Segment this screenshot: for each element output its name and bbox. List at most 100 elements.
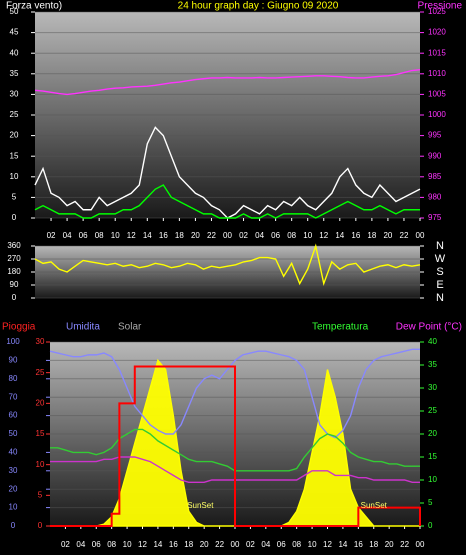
series-line bbox=[49, 348, 420, 439]
x-tick-label: 22 bbox=[207, 231, 216, 240]
y-tick-label: 270 bbox=[7, 254, 21, 263]
y-tick-label: 20 bbox=[10, 131, 19, 140]
y2-tick-label: 1015 bbox=[428, 48, 446, 57]
y2-tick-label: 30 bbox=[36, 337, 45, 346]
y2-tick-label: 25 bbox=[36, 368, 45, 377]
series-line bbox=[34, 68, 421, 96]
y-tick-label: 45 bbox=[10, 28, 19, 37]
y3-tick-label: 0 bbox=[428, 521, 433, 530]
x-tick-label: 00 bbox=[416, 540, 425, 549]
y-tick-label: 15 bbox=[10, 151, 19, 160]
y-tick-label: 0 bbox=[11, 521, 16, 530]
series-label: Dew Point (°C) bbox=[396, 322, 462, 333]
y3-tick-label: 30 bbox=[428, 383, 437, 392]
x-tick-label: 10 bbox=[308, 540, 317, 549]
y-tick-label: 35 bbox=[10, 69, 19, 78]
x-tick-label: 00 bbox=[231, 540, 240, 549]
y-tick-label: 50 bbox=[9, 429, 18, 438]
series-line bbox=[34, 184, 420, 219]
x-tick-label: 06 bbox=[92, 540, 101, 549]
series-label: Solar bbox=[118, 322, 142, 333]
x-tick-label: 06 bbox=[271, 231, 280, 240]
y2-tick-label: 985 bbox=[428, 172, 442, 181]
x-tick-label: 18 bbox=[369, 540, 378, 549]
y3-tick-label: 35 bbox=[428, 360, 437, 369]
y-tick-label: 40 bbox=[10, 48, 19, 57]
y2-tick-label: N bbox=[436, 240, 444, 252]
y-tick-label: 90 bbox=[9, 356, 18, 365]
y-tick-label: 90 bbox=[10, 280, 19, 289]
y2-tick-label: 1020 bbox=[428, 28, 446, 37]
y2-tick-label: 980 bbox=[428, 193, 442, 202]
series-line bbox=[34, 243, 421, 287]
x-tick-label: 12 bbox=[127, 231, 136, 240]
y-axis-label: Pioggia bbox=[2, 322, 36, 333]
y3-tick-label: 40 bbox=[428, 337, 437, 346]
x-tick-label: 00 bbox=[416, 231, 425, 240]
y2-tick-label: S bbox=[436, 266, 443, 278]
y2-tick-label: N bbox=[436, 292, 444, 304]
y-tick-label: 180 bbox=[7, 267, 21, 276]
chart-title: 24 hour graph day : Giugno 09 2020 bbox=[178, 1, 339, 12]
annotation: SunSet bbox=[361, 501, 388, 510]
x-tick-label: 02 bbox=[61, 540, 70, 549]
y3-tick-label: 10 bbox=[428, 475, 437, 484]
y2-tick-label: 15 bbox=[36, 429, 45, 438]
x-tick-label: 22 bbox=[215, 540, 224, 549]
x-tick-label: 22 bbox=[400, 540, 409, 549]
y2-tick-label: 975 bbox=[428, 213, 442, 222]
y2-tick-label: W bbox=[435, 253, 446, 265]
x-tick-label: 18 bbox=[184, 540, 193, 549]
x-tick-label: 14 bbox=[338, 540, 347, 549]
x-tick-label: 04 bbox=[255, 231, 264, 240]
x-tick-label: 02 bbox=[239, 231, 248, 240]
x-tick-label: 20 bbox=[200, 540, 209, 549]
x-tick-label: 12 bbox=[319, 231, 328, 240]
x-tick-label: 02 bbox=[246, 540, 255, 549]
y-tick-label: 80 bbox=[9, 374, 18, 383]
y-tick-label: 50 bbox=[10, 7, 19, 16]
x-tick-label: 04 bbox=[261, 540, 270, 549]
x-tick-label: 00 bbox=[223, 231, 232, 240]
y-tick-label: 30 bbox=[9, 466, 18, 475]
y-tick-label: 100 bbox=[6, 337, 20, 346]
y2-tick-label: 10 bbox=[36, 460, 45, 469]
x-tick-label: 14 bbox=[153, 540, 162, 549]
y-tick-label: 360 bbox=[7, 241, 21, 250]
x-tick-label: 20 bbox=[385, 540, 394, 549]
y3-tick-label: 20 bbox=[428, 429, 437, 438]
y-tick-label: 40 bbox=[9, 448, 18, 457]
y-tick-label: 10 bbox=[10, 172, 19, 181]
x-tick-label: 18 bbox=[175, 231, 184, 240]
x-tick-label: 04 bbox=[76, 540, 85, 549]
x-tick-label: 12 bbox=[323, 540, 332, 549]
y2-tick-label: 990 bbox=[428, 151, 442, 160]
y2-tick-label: 0 bbox=[38, 521, 43, 530]
y-tick-label: 25 bbox=[10, 110, 19, 119]
y-tick-label: 30 bbox=[10, 90, 19, 99]
y3-tick-label: 5 bbox=[428, 498, 433, 507]
series-step bbox=[50, 365, 421, 527]
x-tick-label: 22 bbox=[400, 231, 409, 240]
y2-tick-label: 1010 bbox=[428, 69, 446, 78]
x-tick-label: 10 bbox=[123, 540, 132, 549]
y-axis-label: Forza vento) bbox=[6, 1, 62, 12]
x-tick-label: 10 bbox=[303, 231, 312, 240]
y-tick-label: 5 bbox=[12, 193, 17, 202]
x-tick-label: 10 bbox=[111, 231, 120, 240]
x-tick-label: 20 bbox=[191, 231, 200, 240]
x-tick-label: 08 bbox=[107, 540, 116, 549]
x-tick-label: 16 bbox=[159, 231, 168, 240]
x-tick-label: 12 bbox=[138, 540, 147, 549]
y-tick-label: 0 bbox=[12, 213, 17, 222]
y-tick-label: 70 bbox=[9, 392, 18, 401]
x-tick-label: 08 bbox=[287, 231, 296, 240]
y3-tick-label: 25 bbox=[428, 406, 437, 415]
y2-axis-label: Pressione bbox=[418, 1, 463, 12]
y2-tick-label: 5 bbox=[38, 490, 43, 499]
y2-tick-label: 1000 bbox=[428, 110, 446, 119]
x-tick-label: 04 bbox=[63, 231, 72, 240]
x-tick-label: 08 bbox=[95, 231, 104, 240]
y2-tick-label: 20 bbox=[36, 398, 45, 407]
